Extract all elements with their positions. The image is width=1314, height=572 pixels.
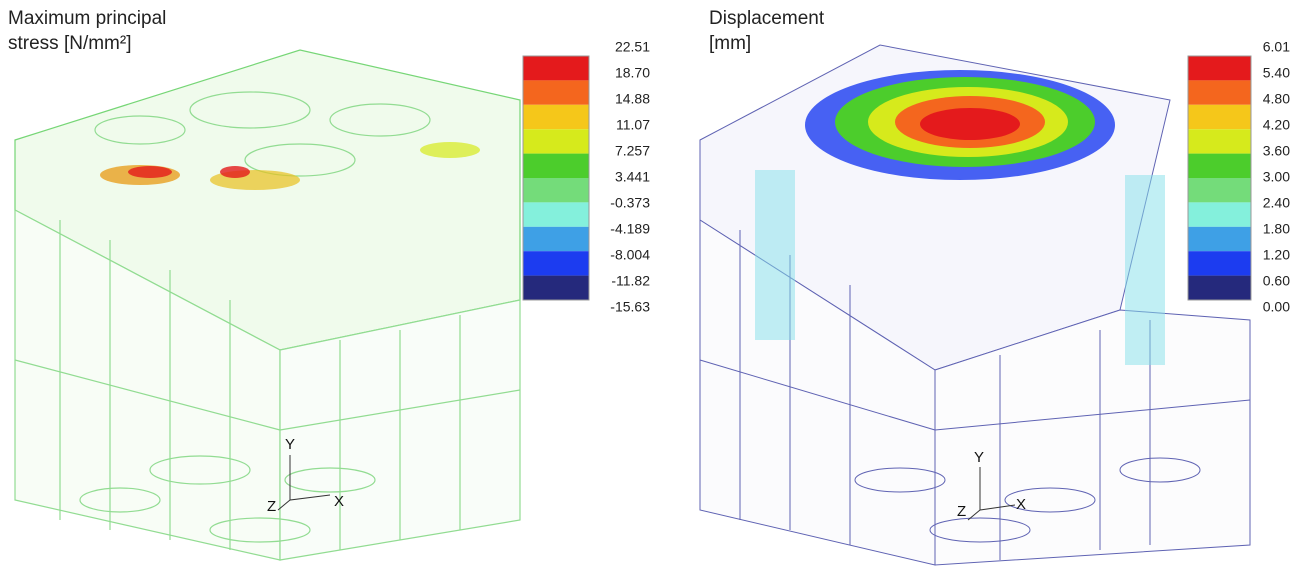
axis-label: X xyxy=(334,493,344,510)
legend-label: 0.60 xyxy=(1263,273,1290,289)
axis-label: X xyxy=(1016,496,1026,513)
legend-band xyxy=(1188,129,1251,154)
legend-label: 4.80 xyxy=(1263,91,1290,107)
legend-band xyxy=(523,129,589,154)
axis-label: Y xyxy=(974,449,984,466)
legend-label: -4.189 xyxy=(610,221,650,237)
legend-band xyxy=(1188,202,1251,227)
legend-band xyxy=(523,251,589,276)
axis-triad xyxy=(277,455,1016,521)
legend-band xyxy=(523,226,589,252)
axis-label: Y xyxy=(285,436,295,453)
legend-band xyxy=(523,202,589,227)
legend-label: 0.00 xyxy=(1263,299,1290,315)
panel-title: stress [N/mm²] xyxy=(8,33,132,54)
displacement-field xyxy=(755,70,1165,365)
panel-title: [mm] xyxy=(709,33,751,54)
legend-label: 3.441 xyxy=(615,169,650,185)
legend-band xyxy=(1188,56,1251,81)
legend-label: 2.40 xyxy=(1263,195,1290,211)
legend-label: 4.20 xyxy=(1263,117,1290,133)
legend-band xyxy=(1188,104,1251,130)
axis-label: Z xyxy=(957,503,966,520)
legend-band xyxy=(1188,178,1251,203)
legend-label: -15.63 xyxy=(610,299,650,315)
axis-label: Z xyxy=(267,498,276,515)
panel-title: Maximum principal xyxy=(8,8,166,29)
legend-band xyxy=(1188,251,1251,276)
legend-frame xyxy=(1187,55,1252,301)
legend-label: -8.004 xyxy=(610,247,650,263)
legend-band xyxy=(1188,226,1251,252)
stress-model xyxy=(14,49,521,561)
stress-hotspots xyxy=(100,142,480,190)
legend-label: 3.00 xyxy=(1263,169,1290,185)
panel-title: Displacement xyxy=(709,8,825,29)
legend-label: 22.51 xyxy=(615,39,650,55)
legend-band xyxy=(1188,275,1251,300)
legend-band xyxy=(523,104,589,130)
legend-band xyxy=(523,80,589,105)
legend-label: 3.60 xyxy=(1263,143,1290,159)
legend-band xyxy=(523,56,589,81)
legend-label: 11.07 xyxy=(616,117,650,133)
legend-label: 1.20 xyxy=(1263,247,1290,263)
legend-label: 6.01 xyxy=(1263,39,1290,55)
legend-band xyxy=(1188,153,1251,178)
legend-label: 1.80 xyxy=(1263,221,1290,237)
legend-label: 7.257 xyxy=(615,143,650,159)
legend-band xyxy=(523,275,589,300)
legend-label: 18.70 xyxy=(615,65,650,81)
legend-label: 5.40 xyxy=(1263,65,1290,81)
legend-label: -11.82 xyxy=(611,273,650,289)
legend-frame xyxy=(522,55,590,301)
legend-band xyxy=(1188,80,1251,105)
legend-band xyxy=(523,178,589,203)
legend-label: -0.373 xyxy=(610,195,650,211)
legend-band xyxy=(523,153,589,178)
legend-label: 14.88 xyxy=(615,91,650,107)
